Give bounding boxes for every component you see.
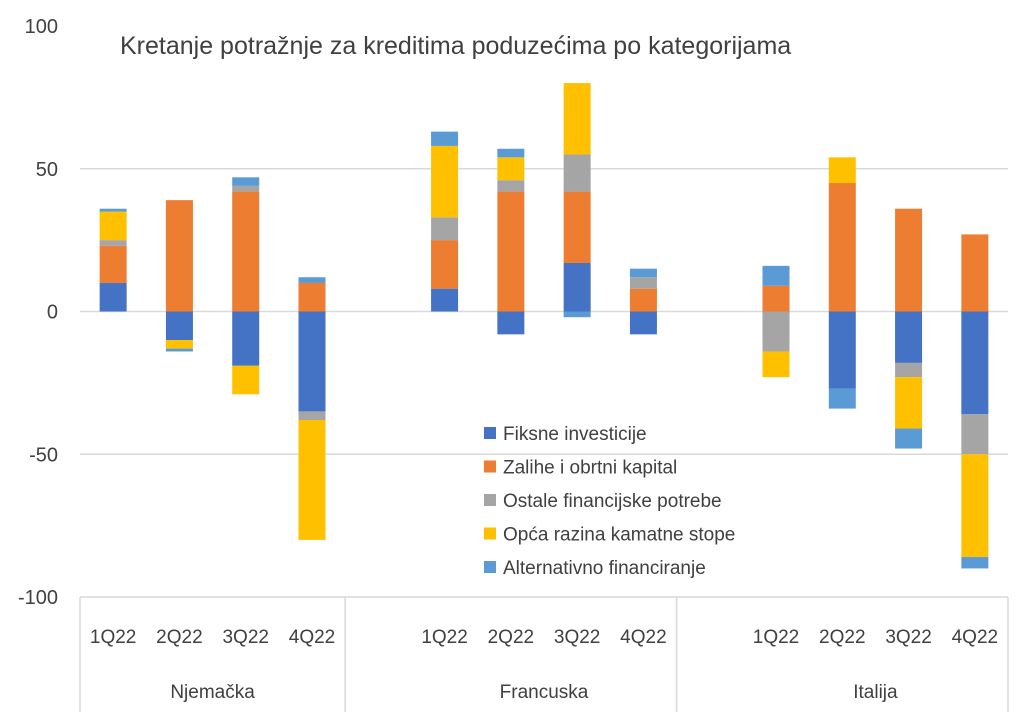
legend-label: Opća razina kamatne stope <box>503 525 735 546</box>
x-tick-label: 2Q22 <box>488 627 534 648</box>
bar-segment <box>895 208 923 312</box>
y-tick-label: 50 <box>36 159 58 181</box>
bar-segment <box>99 208 127 212</box>
x-tick-label: 2Q22 <box>156 627 202 648</box>
bar-segment <box>298 419 326 540</box>
bar-segment <box>99 245 127 283</box>
bar-segment <box>961 234 989 312</box>
bar-segment <box>961 557 989 569</box>
legend-swatch <box>484 561 496 573</box>
bar-segment <box>165 200 193 312</box>
bar-segment <box>563 154 591 192</box>
x-tick-label: 4Q22 <box>620 627 666 648</box>
x-tick-label: 2Q22 <box>819 627 865 648</box>
group-label: Italija <box>853 682 898 703</box>
legend-swatch <box>484 460 496 473</box>
legend-label: Fiksne investicije <box>503 424 647 445</box>
bar-segment <box>961 454 989 558</box>
legend-swatch <box>484 427 496 439</box>
legend-label: Alternativno financiranje <box>503 558 706 579</box>
bar-segment <box>895 428 923 449</box>
bar-segment <box>762 265 790 286</box>
bar-segment <box>961 414 989 455</box>
bar-segment <box>298 277 326 283</box>
bar-segment <box>232 191 260 312</box>
legend-swatch <box>484 494 496 506</box>
bar-segment <box>99 211 127 241</box>
x-tick-label: 4Q22 <box>289 627 335 648</box>
bar-segment <box>497 191 525 312</box>
x-tick-label: 3Q22 <box>554 627 600 648</box>
bar-segment <box>99 282 127 312</box>
chart-title: Kretanje potražnje za kreditima poduzeći… <box>120 32 791 60</box>
bar-segment <box>232 177 260 186</box>
bar-segment <box>563 191 591 263</box>
bar-segment <box>895 362 923 378</box>
bar-segment <box>762 311 790 352</box>
bar-segment <box>895 311 923 363</box>
bar-segment <box>961 311 989 415</box>
legend-label: Zalihe i obrtni kapital <box>503 458 677 479</box>
bar-segment <box>629 277 657 289</box>
bar-segment <box>828 183 856 312</box>
y-tick-label: -100 <box>18 587 58 609</box>
bar-segment <box>431 288 459 312</box>
group-label: Francuska <box>500 682 589 703</box>
bar-segment <box>828 157 856 184</box>
bar-segment <box>563 83 591 155</box>
x-tick-label: 1Q22 <box>421 627 467 648</box>
bar-segment <box>563 311 591 318</box>
group-label: Njemačka <box>170 682 255 703</box>
x-tick-label: 1Q22 <box>753 627 799 648</box>
bar-segment <box>431 217 459 241</box>
x-tick-label: 3Q22 <box>885 627 931 648</box>
bar-segment <box>298 411 326 420</box>
bar-segment <box>99 240 127 246</box>
bar-segment <box>431 240 459 289</box>
bar-segment <box>629 311 657 335</box>
bar-segment <box>232 365 260 395</box>
bar-segment <box>165 311 193 341</box>
legend-label: Ostale financijske potrebe <box>503 491 722 512</box>
y-tick-label: -50 <box>29 444 58 466</box>
bar-segment <box>165 340 193 349</box>
bar-segment <box>629 268 657 278</box>
x-tick-label: 1Q22 <box>90 627 136 648</box>
bar-segment <box>497 148 525 158</box>
bar-segment <box>165 348 193 352</box>
bar-segment <box>431 145 459 218</box>
bar-segment <box>431 131 459 146</box>
bar-segment <box>895 377 923 429</box>
bar-segment <box>497 180 525 192</box>
bar-segment <box>497 157 525 181</box>
bar-segment <box>232 185 260 192</box>
bar-segment <box>828 311 856 389</box>
y-tick-label: 0 <box>47 302 58 324</box>
y-tick-label: 100 <box>25 16 58 38</box>
x-tick-label: 4Q22 <box>952 627 998 648</box>
bar-segment <box>762 285 790 312</box>
bar-segment <box>828 388 856 409</box>
bar-segment <box>298 311 326 412</box>
bar-segment <box>563 262 591 312</box>
legend-swatch <box>484 527 496 540</box>
bar-segment <box>629 288 657 312</box>
bar-segment <box>298 282 326 312</box>
bar-segment <box>762 351 790 378</box>
bar-segment <box>497 311 525 335</box>
x-tick-label: 3Q22 <box>222 627 268 648</box>
bar-segment <box>232 311 260 366</box>
